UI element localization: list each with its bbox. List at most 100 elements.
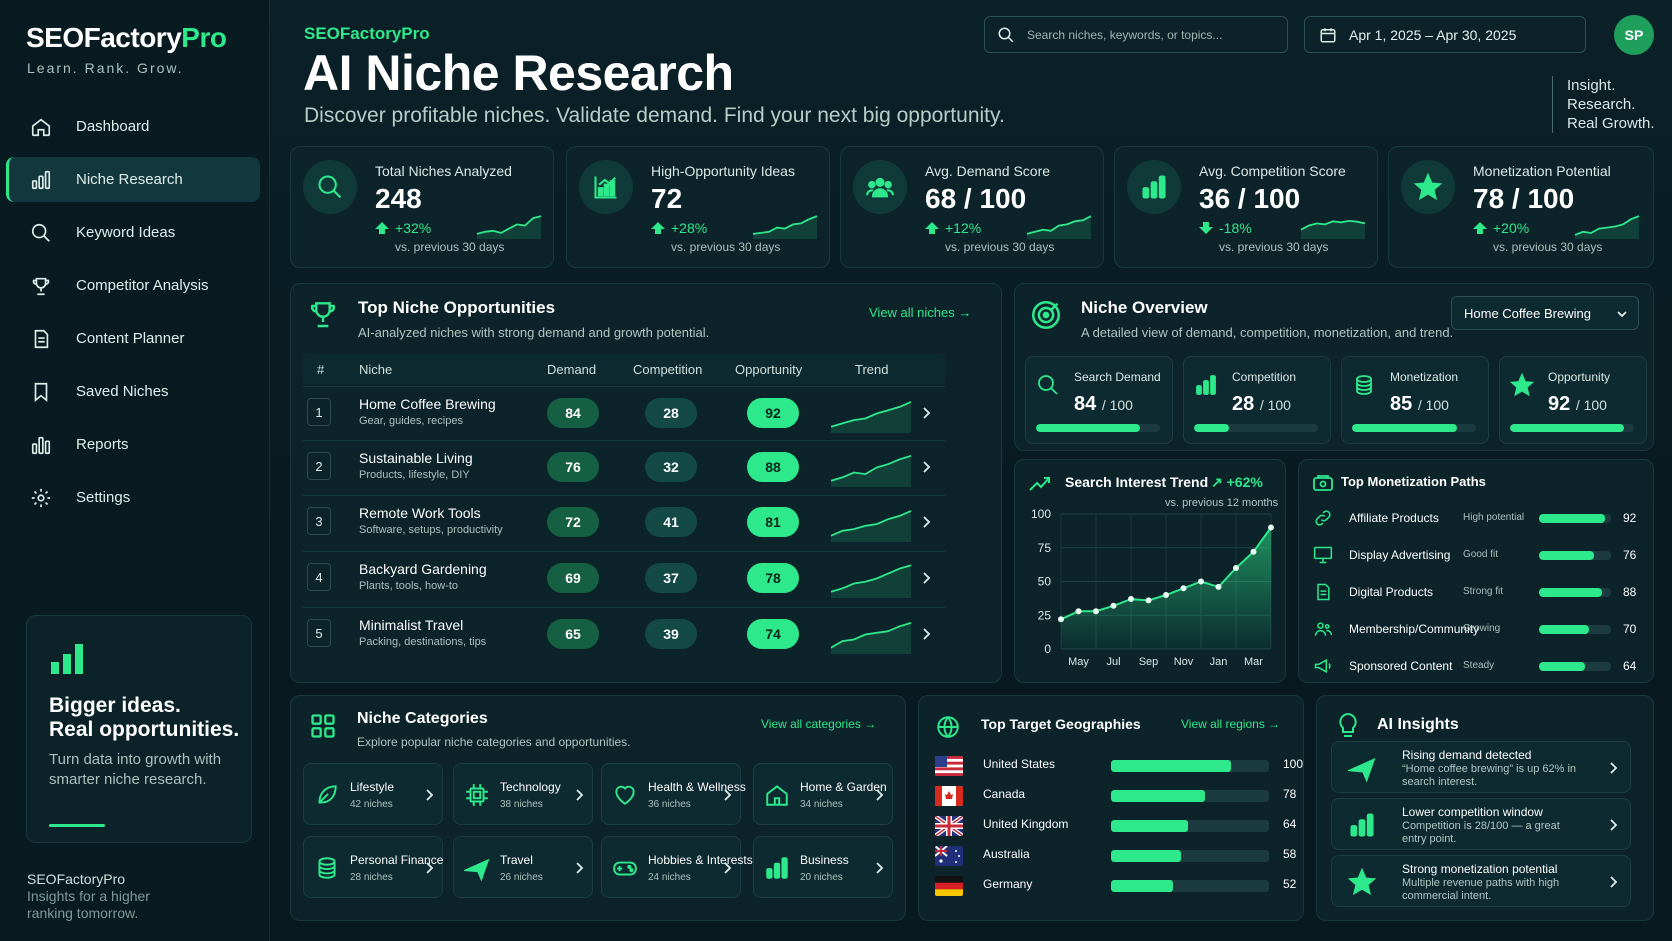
opportunity-pill: 92 [747,398,799,428]
chevron-right-icon[interactable] [574,861,584,875]
geo-bar [1111,760,1269,772]
kpi-card[interactable]: Monetization Potential 78 / 100 +20% vs. pr… [1388,146,1654,268]
kpi-value: 36 / 100 [1199,183,1301,214]
table-row[interactable]: 3 Remote Work Tools Software, setups, prod… [303,495,945,547]
category-count: 28 niches [350,872,393,883]
niche-select[interactable]: Home Coffee Brewing [1451,296,1639,330]
chevron-right-icon[interactable] [1608,761,1618,775]
geo-country: Canada [983,787,1026,801]
trend-sparkline [830,622,912,654]
sidebar-item-dashboard[interactable]: Dashboard [6,104,260,149]
chevron-right-icon[interactable] [874,861,884,875]
trend-point [1128,596,1134,603]
table-row[interactable]: 2 Sustainable Living Products, lifestyle, … [303,440,945,492]
search-input[interactable]: Search niches, keywords, or topics... [984,16,1288,53]
date-range-picker[interactable]: Apr 1, 2025 – Apr 30, 2025 [1304,16,1586,53]
category-tile[interactable]: Travel 26 niches [453,836,593,898]
bar-chart-icon [1350,813,1374,837]
category-tile[interactable]: Health & Wellness 36 niches [601,763,746,825]
chevron-right-icon[interactable] [921,571,931,585]
kpi-value: 72 [651,183,683,214]
chevron-right-icon[interactable] [424,788,434,802]
kpi-card[interactable]: Total Niches Analyzed 248 +32% vs. previous… [290,146,554,268]
geo-row[interactable]: Australia 58 [935,842,1296,870]
plane-icon [1348,757,1376,782]
demand-pill: 84 [547,398,599,428]
category-count: 20 niches [800,872,843,883]
footer-line1: Insights for a higher [27,888,150,904]
monetization-row[interactable]: Display Advertising Good fit 76 [1313,537,1643,573]
search-icon [1038,375,1058,395]
us-flag-icon [935,756,963,776]
sidebar-item-reports[interactable]: Reports [6,422,260,467]
category-tile[interactable]: Technology 38 niches [453,763,593,825]
opportunity-pill: 81 [747,507,799,537]
monetization-row[interactable]: Membership/Community Growing 70 [1313,611,1643,647]
chevron-right-icon[interactable] [722,861,732,875]
kpi-card[interactable]: Avg. Demand Score 68 / 100 +12% vs. previou… [840,146,1104,268]
insight-item[interactable]: Lower competition window Competition is 2… [1331,798,1631,850]
category-tile[interactable]: Lifestyle 42 niches [303,763,443,825]
trend-change: ↗ +62% [1211,474,1263,491]
table-row[interactable]: 5 Minimalist Travel Packing, destinations,… [303,607,945,659]
au-flag-icon [935,846,963,866]
category-tile[interactable]: Hobbies & Interests 24 niches [601,836,753,898]
metric-label: Opportunity [1548,370,1611,384]
chevron-right-icon[interactable] [574,788,584,802]
kpi-value: 248 [375,183,422,214]
view-all-niches-link[interactable]: View all niches → [869,305,971,320]
lightbulb-icon [1339,712,1357,737]
chevron-right-icon[interactable] [1608,818,1618,832]
brand-logo[interactable]: SEOFactoryPro [26,22,227,54]
category-tile[interactable]: Personal Finance 28 niches [303,836,443,898]
monetization-tag: High potential [1463,512,1525,523]
overview-subtitle: A detailed view of demand, competition, … [1081,325,1454,340]
sidebar-item-keyword-ideas[interactable]: Keyword Ideas [6,210,260,255]
niche-desc: Gear, guides, recipes [359,415,463,427]
monetization-row[interactable]: Affiliate Products High potential 92 [1313,500,1643,536]
sparkline [1026,215,1092,239]
row-rank: 1 [307,398,331,426]
chevron-right-icon[interactable] [1608,875,1618,889]
competition-pill: 41 [645,507,697,537]
chevron-right-icon[interactable] [921,460,931,474]
table-row[interactable]: 4 Backyard Gardening Plants, tools, how-to… [303,551,945,603]
insight-item[interactable]: Rising demand detected “Home coffee brewi… [1331,741,1631,793]
kpi-card[interactable]: High-Opportunity Ideas 72 +28% vs. previous… [566,146,830,268]
brand-tagline: Learn. Rank. Grow. [27,60,184,76]
geo-row[interactable]: United States 100 [935,752,1303,780]
metric-max: / 100 [1417,397,1449,413]
sidebar-item-content-planner[interactable]: Content Planner [6,316,260,361]
trend-sparkline [830,401,912,433]
table-row[interactable]: 1 Home Coffee Brewing Gear, guides, recipe… [303,386,945,438]
sidebar-item-niche-research[interactable]: Niche Research [6,157,260,202]
chevron-right-icon[interactable] [424,861,434,875]
metric-bar [1194,424,1318,432]
sidebar-item-settings[interactable]: Settings [6,475,260,520]
geo-row[interactable]: Germany 52 [935,872,1296,900]
geo-value: 58 [1283,847,1297,861]
kpi-card[interactable]: Avg. Competition Score 36 / 100 -18% vs. pr… [1114,146,1378,268]
avatar[interactable]: SP [1614,15,1654,55]
geo-row[interactable]: United Kingdom 64 [935,812,1296,840]
insights-card: AI Insights Rising demand detected “Home … [1316,695,1654,921]
chevron-right-icon[interactable] [921,406,931,420]
sidebar-item-competitor-analysis[interactable]: Competitor Analysis [6,263,260,308]
view-all-regions-link[interactable]: View all regions → [1181,717,1280,731]
category-tile[interactable]: Home & Garden 34 niches [753,763,893,825]
chevron-right-icon[interactable] [921,515,931,529]
view-all-categories-link[interactable]: View all categories → [761,717,876,731]
category-tile[interactable]: Business 20 niches [753,836,893,898]
geo-row[interactable]: Canada 78 [935,782,1296,810]
monetization-row[interactable]: Digital Products Strong fit 88 [1313,574,1643,610]
chevron-right-icon[interactable] [921,627,931,641]
chevron-right-icon[interactable] [722,788,732,802]
kpi-icon-circle [1401,160,1455,214]
x-tick-label: Jan [1210,656,1228,668]
sidebar-item-label: Keyword Ideas [76,224,176,241]
sidebar-item-saved-niches[interactable]: Saved Niches [6,369,260,414]
insight-item[interactable]: Strong monetization potential Multiple re… [1331,855,1631,907]
chevron-right-icon[interactable] [874,788,884,802]
monetization-row[interactable]: Sponsored Content Steady 64 [1313,648,1643,684]
trend-point [1075,608,1082,615]
